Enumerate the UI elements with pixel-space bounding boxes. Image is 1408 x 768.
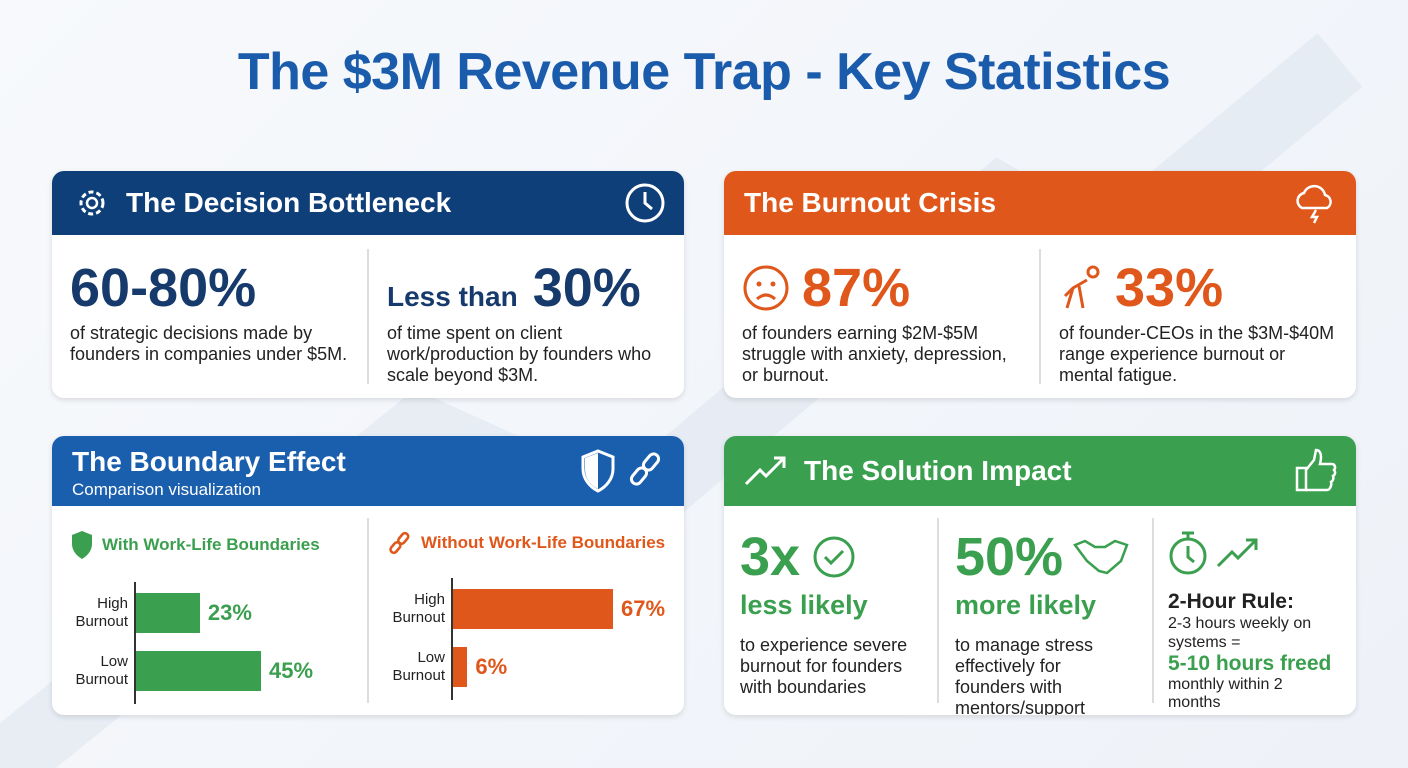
bar-label: Low Burnout	[75, 653, 128, 688]
bar-row: High Burnout 67%	[387, 588, 665, 630]
chart-without-boundaries: Without Work-Life Boundaries High Burnou…	[367, 518, 684, 703]
stat-label: more likely	[954, 590, 1097, 620]
chart-axis	[451, 578, 453, 700]
stat-value: 50%	[954, 527, 1064, 587]
stat-label: less likely	[740, 590, 868, 620]
sad-face-icon	[743, 265, 789, 311]
stat-value: 3x	[740, 527, 801, 587]
rule-title: 2-Hour Rule:	[1167, 590, 1294, 613]
trending-up-icon	[1216, 538, 1258, 568]
stat-87: 87% of founders earning $2M-$5M struggle…	[724, 249, 1039, 385]
burnout-title: The Burnout Crisis	[744, 187, 997, 218]
broken-chain-icon	[389, 531, 410, 555]
decision-title: The Decision Bottleneck	[126, 187, 452, 218]
chart-axis	[134, 582, 136, 704]
bar-row: Low Burnout 6%	[387, 646, 507, 688]
tired-person-icon	[1063, 265, 1100, 309]
bar	[136, 651, 261, 691]
shield-icon	[581, 449, 615, 493]
stat-value: 60-80%	[70, 258, 257, 318]
stat-33: 33% of founder-CEOs in the $3M-$40M rang…	[1039, 249, 1356, 385]
bar-value-label: 67%	[621, 596, 666, 621]
boundary-effect-card: The Boundary Effect Comparison visualiza…	[52, 436, 684, 715]
clock-icon	[624, 182, 666, 224]
rule-text: monthly within 2 months	[1167, 676, 1283, 711]
solution-impact-card: The Solution Impact 3x less likely to ex…	[724, 436, 1356, 715]
chart-with-boundaries: With Work-Life Boundaries High Burnout 23…	[52, 518, 367, 704]
shield-icon	[72, 531, 92, 559]
boundary-header: The Boundary Effect Comparison visualiza…	[52, 436, 684, 506]
stat-decisions: 60-80% of strategic decisions made by fo…	[52, 249, 367, 384]
stat-desc: to experience severe burnout for founder…	[740, 635, 908, 697]
stat-value: 30%	[532, 258, 641, 318]
bar	[453, 589, 613, 629]
broken-chain-icon	[629, 452, 661, 486]
page-title: The $3M Revenue Trap - Key Statistics	[237, 43, 1171, 101]
check-circle-icon	[813, 536, 855, 578]
stat-desc: of founders earning $2M-$5M struggle wit…	[742, 323, 1007, 385]
handshake-icon	[1073, 539, 1129, 575]
stat-2-hour-rule: 2-Hour Rule: 2-3 hours weekly on systems…	[1151, 518, 1356, 711]
decision-header: The Decision Bottleneck	[52, 171, 684, 235]
bar	[136, 593, 200, 633]
rule-text: 2-3 hours weekly on systems =	[1167, 615, 1312, 651]
thumbs-up-icon	[1294, 448, 1338, 494]
decision-bottleneck-card: The Decision Bottleneck 60-80% of strate…	[52, 171, 684, 398]
solution-title: The Solution Impact	[804, 455, 1072, 486]
burnout-crisis-card: The Burnout Crisis 87% of founders earni…	[724, 171, 1356, 398]
boundary-subtitle: Comparison visualization	[72, 480, 261, 499]
storm-cloud-icon	[1292, 182, 1338, 224]
stat-50: 50% more likely to manage stress effecti…	[936, 518, 1152, 715]
stat-prefix: Less than	[387, 281, 518, 312]
stat-desc: of time spent on client work/production …	[387, 323, 652, 385]
bar-row: Low Burnout 45%	[70, 650, 313, 692]
bar-label: Low Burnout	[392, 649, 445, 684]
stat-desc: of founder-CEOs in the $3M-$40M range ex…	[1059, 323, 1335, 385]
gear-wrench-icon	[72, 183, 112, 223]
rule-highlight: 5-10 hours freed	[1167, 652, 1332, 675]
stat-value: 87%	[802, 258, 911, 318]
stat-value: 33%	[1115, 258, 1224, 318]
solution-header: The Solution Impact	[724, 436, 1356, 506]
bar-value-label: 23%	[207, 600, 252, 625]
bar-label: High Burnout	[392, 591, 445, 626]
bar	[453, 647, 468, 687]
stopwatch-icon	[1169, 531, 1207, 575]
stat-3x: 3x less likely to experience severe burn…	[724, 518, 937, 703]
stat-desc: to manage stress effectively for founder…	[954, 635, 1094, 715]
bar-label: High Burnout	[75, 595, 128, 630]
boundary-title: The Boundary Effect	[72, 446, 346, 477]
stat-desc: of strategic decisions made by founders …	[70, 323, 348, 364]
stat-client-time: Less than 30% of time spent on client wo…	[367, 249, 684, 385]
bar-value-label: 45%	[269, 658, 314, 683]
trending-up-icon	[744, 454, 790, 488]
bar-row: High Burnout 23%	[70, 592, 252, 634]
chart-title: Without Work-Life Boundaries	[421, 533, 666, 552]
chart-title: With Work-Life Boundaries	[102, 535, 320, 554]
burnout-header: The Burnout Crisis	[724, 171, 1356, 235]
bar-value-label: 6%	[475, 654, 508, 679]
